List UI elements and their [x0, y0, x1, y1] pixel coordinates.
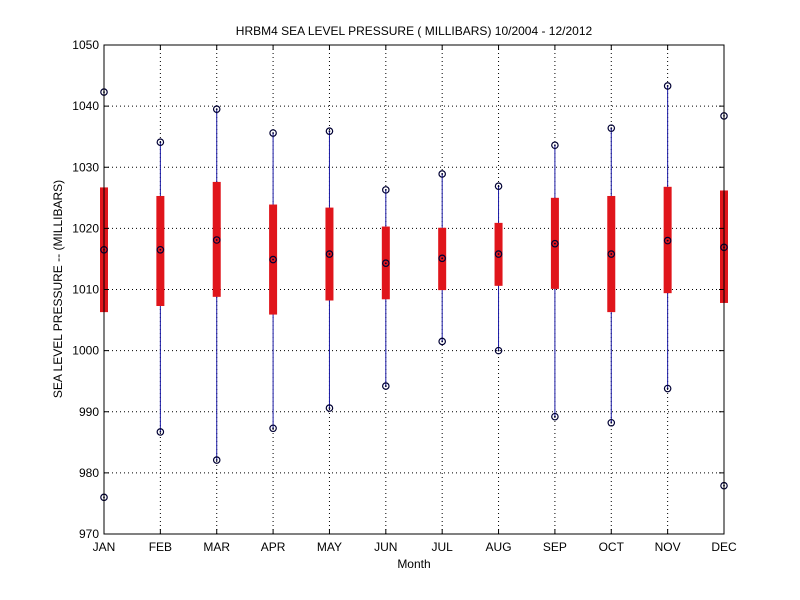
mean-marker-dot-jul: [441, 257, 444, 260]
min-marker-dot-nov: [666, 387, 669, 390]
min-marker-dot-jun: [384, 385, 387, 387]
x-tick-label: APR: [261, 540, 286, 554]
min-marker-dot-apr: [272, 427, 274, 430]
max-marker-dot-feb: [159, 141, 162, 144]
max-marker-sep: [551, 141, 559, 150]
x-tick-label: JUN: [374, 540, 397, 554]
min-marker-nov: [663, 384, 672, 393]
mean-marker-dot-mar: [215, 239, 218, 241]
mean-marker-apr: [269, 255, 277, 264]
max-marker-dot-jul: [441, 173, 444, 175]
y-tick-label: 980: [79, 466, 99, 480]
mean-marker-dot-may: [328, 253, 331, 255]
y-tick-label: 1020: [72, 221, 99, 235]
max-marker-mar: [212, 105, 221, 113]
mean-marker-oct: [607, 250, 616, 258]
mean-marker-dot-oct: [610, 253, 613, 255]
min-marker-dot-sep: [554, 415, 556, 418]
min-marker-sep: [551, 412, 559, 421]
mean-marker-dot-aug: [497, 253, 500, 255]
mean-marker-dot-jun: [384, 262, 387, 265]
axis-ticks: [103, 44, 725, 535]
mean-marker-nov: [663, 236, 672, 245]
max-marker-dot-sep: [554, 144, 556, 147]
min-marker-dot-jul: [441, 340, 444, 343]
x-tick-label: SEP: [543, 540, 567, 554]
markers: [100, 82, 728, 502]
y-tick-label: 1010: [72, 283, 99, 297]
min-marker-jun: [382, 382, 390, 390]
min-marker-apr: [269, 424, 277, 433]
mean-marker-dot-nov: [666, 239, 669, 242]
y-tick-label: 970: [79, 527, 99, 541]
x-tick-label: MAY: [317, 540, 342, 554]
max-marker-jul: [438, 170, 446, 178]
min-marker-dot-oct: [610, 421, 613, 424]
x-tick-label: FEB: [149, 540, 172, 554]
max-marker-feb: [156, 138, 165, 146]
y-tick-label: 1040: [72, 99, 99, 113]
max-marker-dot-jun: [384, 188, 387, 191]
x-axis-label: Month: [397, 557, 430, 571]
min-marker-may: [325, 404, 334, 412]
min-marker-aug: [494, 346, 503, 355]
y-tick-labels: 970 980 990 1000 1010 1020 1030 1040 1050: [72, 38, 99, 541]
x-tick-label: AUG: [486, 540, 512, 554]
mean-marker-jul: [438, 254, 446, 263]
y-tick-label: 1030: [72, 160, 99, 174]
min-marker-oct: [607, 418, 616, 427]
box-feb: [156, 195, 165, 307]
max-marker-dot-apr: [272, 132, 274, 134]
min-marker-dot-mar: [215, 459, 218, 461]
mean-marker-dot-sep: [554, 242, 556, 245]
max-marker-aug: [494, 182, 503, 190]
max-marker-oct: [607, 124, 616, 132]
y-tick-label: 990: [79, 405, 99, 419]
max-marker-may: [325, 127, 334, 135]
min-marker-jul: [438, 337, 446, 346]
mean-marker-feb: [156, 245, 165, 254]
mean-marker-jun: [382, 259, 390, 268]
chart-title: HRBM4 SEA LEVEL PRESSURE ( MILLIBARS) 10…: [236, 24, 593, 38]
mean-marker-sep: [551, 239, 559, 248]
max-marker-dot-oct: [610, 127, 613, 130]
mean-marker-dot-feb: [159, 248, 162, 251]
max-marker-dot-may: [328, 130, 331, 133]
max-marker-dot-aug: [497, 185, 500, 188]
x-tick-labels: JAN FEB MAR APR MAY JUN JUL AUG SEP OCT NOV DEC: [93, 540, 737, 554]
max-marker-jun: [382, 186, 390, 194]
max-marker-dot-mar: [215, 108, 218, 111]
min-marker-mar: [212, 456, 221, 464]
x-tick-label: NOV: [655, 540, 681, 554]
min-marker-dot-may: [328, 407, 331, 409]
max-marker-nov: [663, 82, 672, 90]
x-tick-label: DEC: [711, 540, 737, 554]
mean-marker-mar: [212, 236, 221, 244]
x-tick-label: JUL: [432, 540, 454, 554]
x-tick-label: JAN: [93, 540, 116, 554]
y-tick-label: 1000: [72, 344, 99, 358]
max-marker-dot-nov: [666, 85, 669, 87]
max-marker-apr: [269, 129, 277, 137]
y-tick-label: 1050: [72, 38, 99, 52]
min-marker-dot-feb: [159, 431, 162, 433]
x-tick-label: OCT: [599, 540, 625, 554]
mean-marker-may: [325, 250, 334, 258]
mean-marker-aug: [494, 250, 503, 258]
min-marker-feb: [156, 428, 165, 436]
y-axis-label: SEA LEVEL PRESSURE -- (MILLIBARS): [51, 180, 65, 398]
mean-marker-dot-apr: [272, 258, 274, 261]
x-tick-label: MAR: [203, 540, 230, 554]
min-marker-dot-aug: [497, 349, 500, 352]
